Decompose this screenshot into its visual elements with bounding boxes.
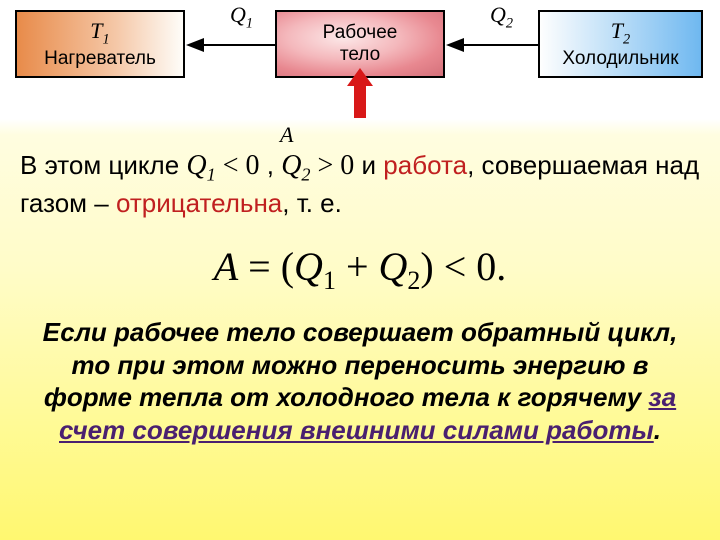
arrow-q1-line [203, 44, 275, 46]
working-line1: Рабочее [323, 22, 398, 44]
heat-engine-diagram: T1 Нагреватель Рабочее тело T2 Холодильн… [0, 0, 720, 130]
work-label: A [280, 122, 293, 148]
working-line2: тело [340, 44, 380, 66]
q1-label: Q1 [230, 2, 253, 32]
arrow-q1-head [186, 38, 204, 52]
paragraph-2: Если рабочее тело совершает обратный цик… [20, 316, 700, 446]
formula: A = (Q1 + Q2) < 0. [20, 243, 700, 296]
arrow-q2-line [463, 44, 538, 46]
paragraph-1: В этом цикле Q1 < 0 , Q2 > 0 и работа, с… [20, 148, 700, 221]
cooler-label: Холодильник [562, 48, 678, 70]
heater-label: Нагреватель [44, 48, 156, 70]
heater-box: T1 Нагреватель [15, 10, 185, 78]
cooler-box: T2 Холодильник [538, 10, 703, 78]
arrow-q2-head [446, 38, 464, 52]
heater-temp: T1 [90, 18, 109, 48]
content-region: В этом цикле Q1 < 0 , Q2 > 0 и работа, с… [0, 130, 720, 446]
work-arrow-body [354, 78, 366, 118]
q2-label: Q2 [490, 2, 513, 32]
cooler-temp: T2 [611, 18, 630, 48]
